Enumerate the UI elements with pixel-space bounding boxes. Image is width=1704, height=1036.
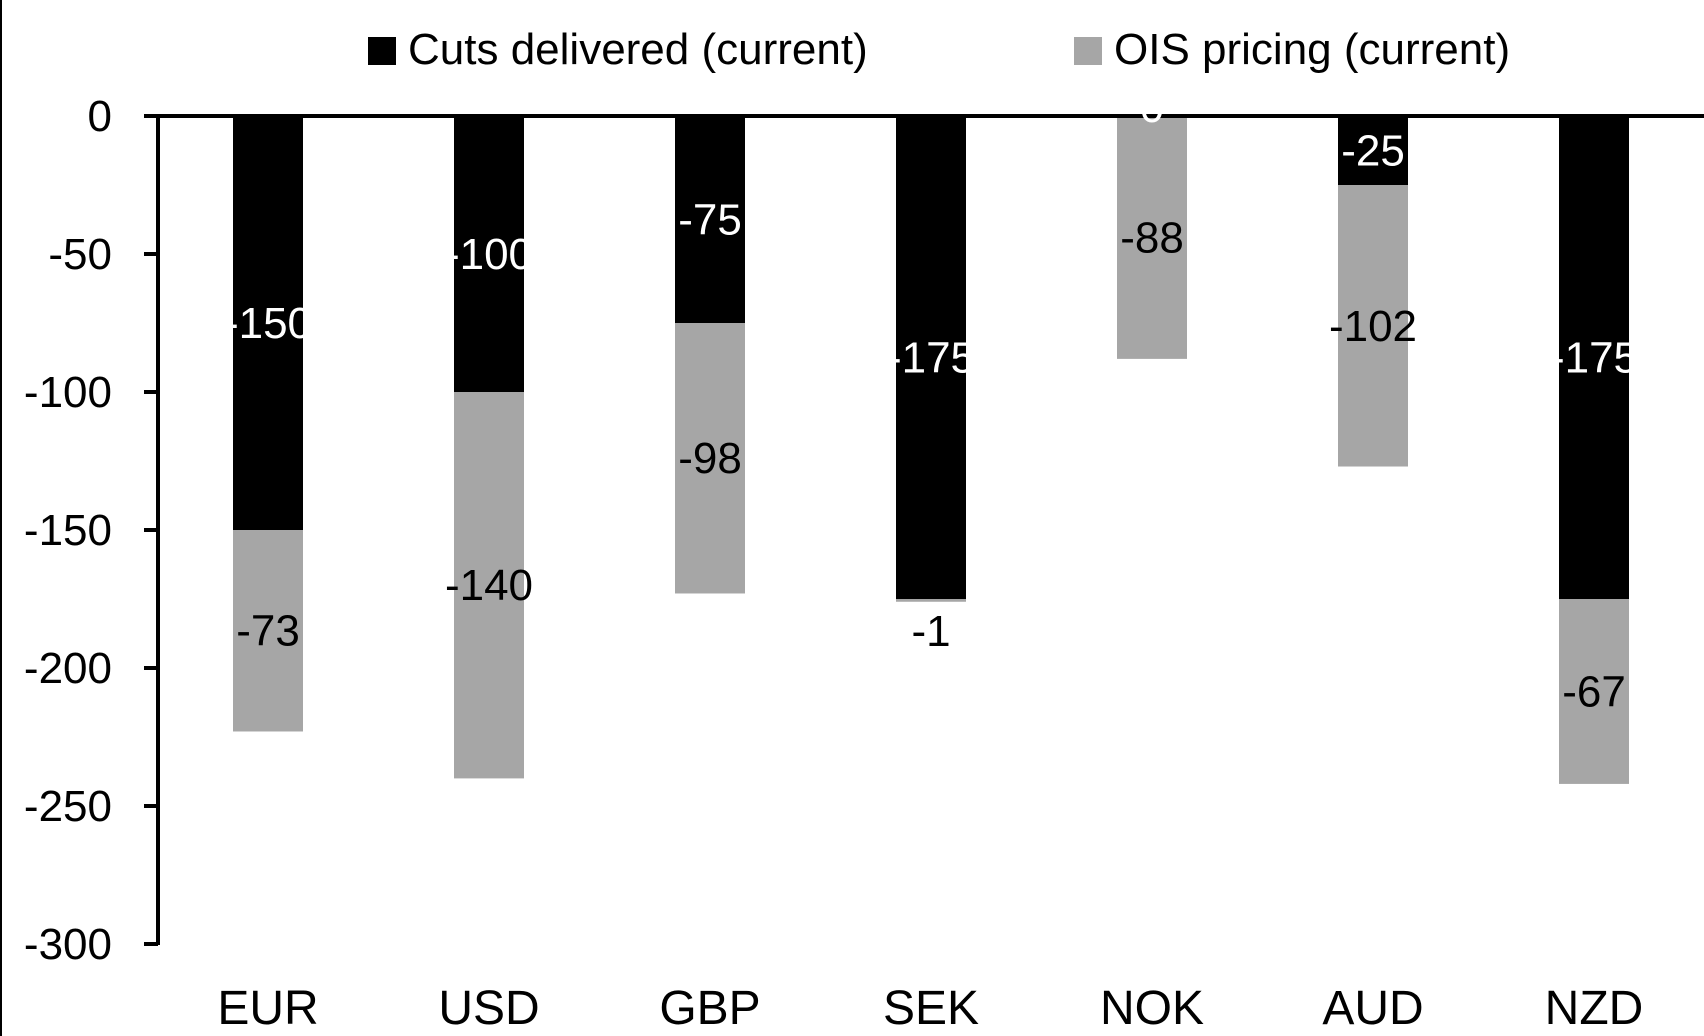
bar-nzd-cuts	[1559, 116, 1629, 599]
y-tick-label: -150	[24, 506, 112, 555]
data-labels: -150 -73 -100 -140 -75 -98 -175 -1 0 -88 -25 -102 -1…	[224, 83, 1638, 716]
y-tick-label: 0	[88, 92, 112, 141]
bar-eur-ois	[233, 530, 303, 732]
bar-gbp-ois	[675, 323, 745, 594]
data-label-sek-ois: -1	[911, 607, 950, 656]
x-tick-label-eur: EUR	[217, 982, 318, 1035]
bar-sek-ois	[896, 599, 966, 602]
legend-swatch-2	[1074, 37, 1102, 65]
x-tick-label-usd: USD	[438, 982, 539, 1035]
y-tick-label: -50	[48, 230, 112, 279]
bar-aud-cuts	[1338, 116, 1408, 185]
bar-eur-cuts	[233, 116, 303, 530]
y-tick-label: -250	[24, 782, 112, 831]
x-tick-label-gbp: GBP	[659, 982, 760, 1035]
bar-aud-ois	[1338, 185, 1408, 467]
x-tick-label-nok: NOK	[1100, 982, 1204, 1035]
data-label-gbp-cuts: -75	[678, 196, 742, 245]
bar-usd-cuts	[454, 116, 524, 392]
bar-usd-ois	[454, 392, 524, 779]
legend: Cuts delivered (current) OIS pricing (cur…	[368, 25, 1510, 74]
data-label-sek-cuts: -175	[887, 334, 975, 383]
data-label-nok-ois: -88	[1120, 213, 1184, 262]
data-label-eur-ois: -73	[236, 607, 300, 656]
legend-label-2: OIS pricing (current)	[1114, 25, 1510, 74]
bar-nzd-ois	[1559, 599, 1629, 784]
y-tick-label: -300	[24, 920, 112, 969]
bar-gbp-cuts	[675, 116, 745, 323]
y-tick-label: -100	[24, 368, 112, 417]
legend-swatch-1	[368, 37, 396, 65]
bar-nok-ois	[1117, 116, 1187, 359]
bar-sek-cuts	[896, 116, 966, 599]
data-label-nzd-cuts: -175	[1550, 334, 1638, 383]
data-label-aud-cuts: -25	[1341, 127, 1405, 176]
data-label-nok-cuts: 0	[1140, 83, 1164, 132]
frame-left-border	[0, 0, 2, 1036]
axes: 0 -50 -100 -150 -200 -250 -300 EUR USD GBP SEK NOK A…	[24, 92, 1704, 1035]
data-label-gbp-ois: -98	[678, 434, 742, 483]
x-tick-label-sek: SEK	[883, 982, 979, 1035]
x-tick-label-nzd: NZD	[1545, 982, 1644, 1035]
x-tick-label-aud: AUD	[1322, 982, 1423, 1035]
legend-label-1: Cuts delivered (current)	[408, 25, 868, 74]
data-label-nzd-ois: -67	[1562, 667, 1626, 716]
data-label-eur-cuts: -150	[224, 299, 312, 348]
bars	[233, 116, 1629, 784]
data-label-aud-ois: -102	[1329, 302, 1417, 351]
data-label-usd-ois: -140	[445, 561, 533, 610]
data-label-usd-cuts: -100	[445, 230, 533, 279]
y-tick-label: -200	[24, 644, 112, 693]
